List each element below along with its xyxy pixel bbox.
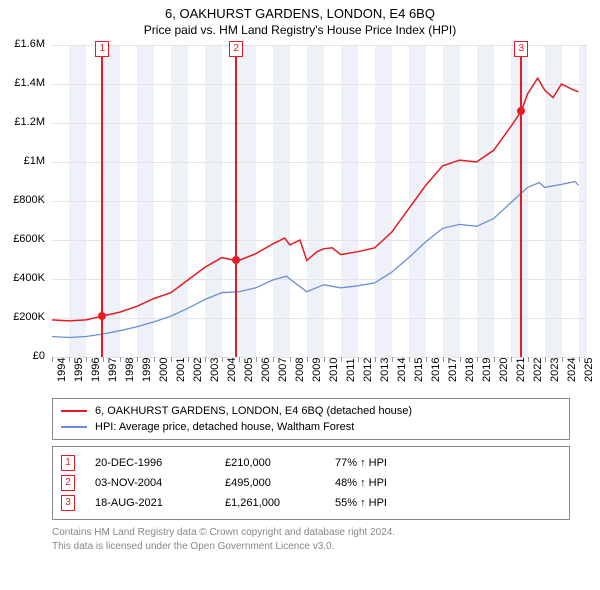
price-chart: £0 £200K £400K £600K £800K £1M £1.2M £1.4M £1.6M… [5, 39, 595, 394]
sales-table: 1 20-DEC-1996 £210,000 77% ↑ HPI 2 03-NOV-200… [52, 446, 570, 520]
y-axis-label: £800K [5, 194, 45, 206]
x-axis-label: 1997 [107, 358, 119, 382]
x-axis-label: 2002 [192, 358, 204, 382]
y-axis-label: £400K [5, 272, 45, 284]
x-axis-label: 2017 [447, 358, 459, 382]
x-axis-label: 2023 [549, 358, 561, 382]
x-axis-label: 1994 [56, 358, 68, 382]
y-axis-label: £1.6M [5, 38, 45, 50]
sale-pct: 48% ↑ HPI [335, 477, 387, 489]
x-axis-label: 2000 [158, 358, 170, 382]
title-address: 6, OAKHURST GARDENS, LONDON, E4 6BQ [0, 6, 600, 21]
legend: 6, OAKHURST GARDENS, LONDON, E4 6BQ (det… [52, 398, 570, 440]
legend-row-hpi: HPI: Average price, detached house, Walt… [61, 419, 561, 435]
sale-marker: 3 [514, 41, 528, 57]
x-axis-label: 2004 [226, 358, 238, 382]
legend-row-property: 6, OAKHURST GARDENS, LONDON, E4 6BQ (det… [61, 403, 561, 419]
y-axis-label: £600K [5, 233, 45, 245]
x-axis-label: 2024 [566, 358, 578, 382]
sale-marker: 2 [229, 41, 243, 57]
y-axis-label: £1.4M [5, 77, 45, 89]
legend-label-property: 6, OAKHURST GARDENS, LONDON, E4 6BQ (det… [95, 405, 412, 417]
y-axis-label: £1M [5, 155, 45, 167]
x-axis-label: 2007 [277, 358, 289, 382]
x-axis-label: 2008 [294, 358, 306, 382]
x-axis-label: 1995 [73, 358, 85, 382]
x-axis-label: 2010 [328, 358, 340, 382]
x-axis-label: 2022 [532, 358, 544, 382]
x-axis-label: 2014 [396, 358, 408, 382]
x-axis-label: 2003 [209, 358, 221, 382]
sale-price: £495,000 [225, 477, 315, 489]
sale-index: 3 [61, 495, 75, 511]
x-axis-label: 2020 [498, 358, 510, 382]
x-axis-label: 2016 [430, 358, 442, 382]
x-axis-label: 2019 [481, 358, 493, 382]
x-axis-label: 2021 [515, 358, 527, 382]
sale-date: 18-AUG-2021 [95, 497, 205, 509]
x-axis-label: 2013 [379, 358, 391, 382]
y-axis-label: £0 [5, 350, 45, 362]
sale-pct: 77% ↑ HPI [335, 457, 387, 469]
sale-pct: 55% ↑ HPI [335, 497, 387, 509]
legend-swatch-red [61, 410, 87, 412]
sale-row: 3 18-AUG-2021 £1,261,000 55% ↑ HPI [61, 493, 561, 513]
x-axis-label: 2001 [175, 358, 187, 382]
x-axis-label: 1998 [124, 358, 136, 382]
x-axis-label: 2018 [464, 358, 476, 382]
sale-row: 1 20-DEC-1996 £210,000 77% ↑ HPI [61, 453, 561, 473]
x-axis-label: 2006 [260, 358, 272, 382]
legend-swatch-blue [61, 426, 87, 428]
sale-index: 2 [61, 475, 75, 491]
x-axis-label: 1996 [90, 358, 102, 382]
x-axis-label: 2009 [311, 358, 323, 382]
sale-date: 20-DEC-1996 [95, 457, 205, 469]
x-axis-label: 2011 [345, 358, 357, 382]
footer-license: This data is licensed under the Open Gov… [52, 540, 552, 554]
y-axis-label: £1.2M [5, 116, 45, 128]
sale-index: 1 [61, 455, 75, 471]
sale-marker: 1 [95, 41, 109, 57]
sale-date: 03-NOV-2004 [95, 477, 205, 489]
x-axis-label: 1999 [141, 358, 153, 382]
legend-label-hpi: HPI: Average price, detached house, Walt… [95, 421, 354, 433]
sale-row: 2 03-NOV-2004 £495,000 48% ↑ HPI [61, 473, 561, 493]
y-axis-label: £200K [5, 311, 45, 323]
chart-titles: 6, OAKHURST GARDENS, LONDON, E4 6BQ Pric… [0, 0, 600, 39]
sale-price: £1,261,000 [225, 497, 315, 509]
sale-price: £210,000 [225, 457, 315, 469]
x-axis-label: 2012 [362, 358, 374, 382]
x-axis-label: 2015 [413, 358, 425, 382]
x-axis-label: 2025 [583, 358, 595, 382]
title-subtitle: Price paid vs. HM Land Registry's House … [0, 23, 600, 37]
x-axis-label: 2005 [243, 358, 255, 382]
footer: Contains HM Land Registry data © Crown c… [52, 526, 552, 553]
footer-copyright: Contains HM Land Registry data © Crown c… [52, 526, 552, 540]
